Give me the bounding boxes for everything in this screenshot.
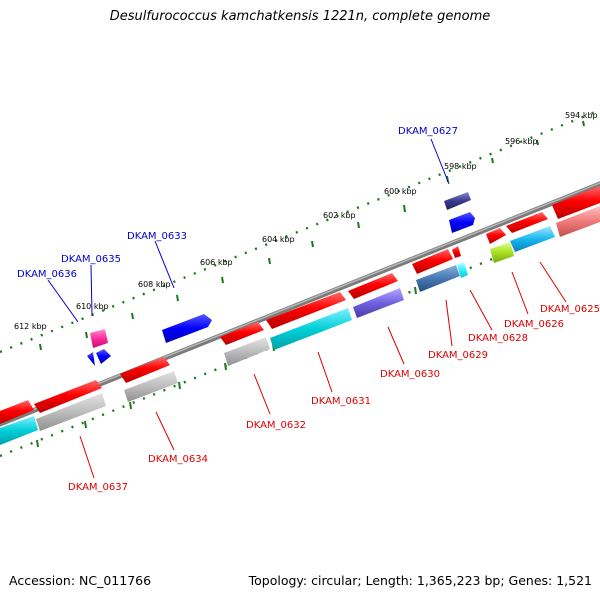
gene-blue-arrow-0627[interactable]: [449, 212, 475, 233]
gene-label[interactable]: DKAM_0625: [540, 304, 600, 315]
gene-label[interactable]: DKAM_0636: [17, 269, 77, 280]
gene-label[interactable]: DKAM_0626: [504, 319, 564, 330]
gene-steel-0629[interactable]: [416, 265, 460, 292]
tick-label: 596 kbp: [505, 137, 538, 146]
gene-red-0638[interactable]: [0, 400, 34, 424]
tick-610: [221, 276, 224, 284]
tick-label: 602 kbp: [323, 211, 356, 220]
gene-red-0632[interactable]: [220, 322, 264, 345]
tick-label: 604 kbp: [262, 235, 295, 244]
gene-label[interactable]: DKAM_0637: [68, 482, 128, 493]
tick-label: 598 kbp: [444, 162, 477, 171]
gene-gray-0634[interactable]: [124, 371, 178, 402]
gene-DKAM_0628[interactable]: [457, 262, 468, 278]
gene-DKAM_0635[interactable]: [90, 329, 108, 348]
gene-cyan-0638[interactable]: [0, 416, 38, 445]
tick-602: [403, 204, 406, 213]
gene-DKAM_0626[interactable]: [510, 226, 555, 252]
tick-606: [311, 240, 314, 248]
leader-lines: [47, 138, 567, 479]
tick-598: [491, 157, 494, 164]
accession-text: Accession: NC_011766: [9, 573, 152, 588]
gene-label[interactable]: DKAM_0628: [468, 333, 528, 344]
gene-DKAM_0625[interactable]: [556, 206, 600, 237]
tick-label: 594 kbp: [565, 111, 598, 120]
tick-label: 600 kbp: [384, 187, 417, 196]
gene-cyan-0631[interactable]: [270, 308, 352, 350]
gene-purple-0630[interactable]: [353, 288, 404, 318]
gene-blue-small-0635[interactable]: [96, 349, 111, 364]
tick-label: 606 kbp: [200, 258, 233, 267]
gene-DKAM_0627[interactable]: [444, 192, 471, 210]
gene-red-0628[interactable]: [452, 246, 461, 258]
tick-614: [131, 312, 134, 320]
gene-red-0637[interactable]: [34, 380, 102, 413]
tick-604: [357, 221, 360, 229]
gene-red-0631[interactable]: [266, 292, 346, 329]
gene-red-0630[interactable]: [348, 273, 398, 299]
tick-612: [176, 294, 179, 302]
gene-label[interactable]: DKAM_0631: [311, 396, 371, 407]
gene-red-0624[interactable]: [552, 186, 600, 219]
gene-labels: DKAM_0627 DKAM_0633 DKAM_0635 DKAM_0636 …: [17, 126, 600, 493]
upper-strand-genes: [87, 192, 475, 366]
gene-red-0629[interactable]: [412, 249, 453, 274]
tick-608: [268, 257, 271, 265]
gene-DKAM_0636[interactable]: [87, 352, 95, 366]
gene-red-0634[interactable]: [120, 357, 170, 383]
topology-text: Topology: circular; Length: 1,365,223 bp…: [248, 573, 592, 588]
page-title: Desulfurococcus kamchatkensis 1221n, com…: [109, 9, 491, 24]
tick-594: [582, 120, 585, 127]
tick-618: [39, 343, 42, 351]
tick-616: [85, 331, 88, 339]
gene-red-0627b[interactable]: [486, 228, 506, 244]
gene-label[interactable]: DKAM_0632: [246, 420, 306, 431]
tick-596: [536, 139, 539, 146]
tick-label: 612 kbp: [14, 322, 47, 331]
gene-label[interactable]: DKAM_0633: [127, 231, 187, 242]
gene-DKAM_0633[interactable]: [162, 314, 212, 343]
gene-label[interactable]: DKAM_0629: [428, 350, 488, 361]
gene-gray-0637[interactable]: [36, 393, 106, 431]
gene-lime-0626[interactable]: [490, 242, 514, 263]
gene-label[interactable]: DKAM_0630: [380, 369, 440, 380]
gene-label[interactable]: DKAM_0634: [148, 454, 208, 465]
upper-tick-track: [0, 108, 600, 354]
gene-label[interactable]: DKAM_0627: [398, 126, 458, 137]
tick-label: 608 kbp: [138, 280, 171, 289]
gene-gray-0632[interactable]: [224, 337, 270, 366]
gene-label[interactable]: DKAM_0635: [61, 254, 121, 265]
gene-red-0626[interactable]: [506, 212, 548, 233]
lower-strand-genes: [0, 186, 600, 445]
